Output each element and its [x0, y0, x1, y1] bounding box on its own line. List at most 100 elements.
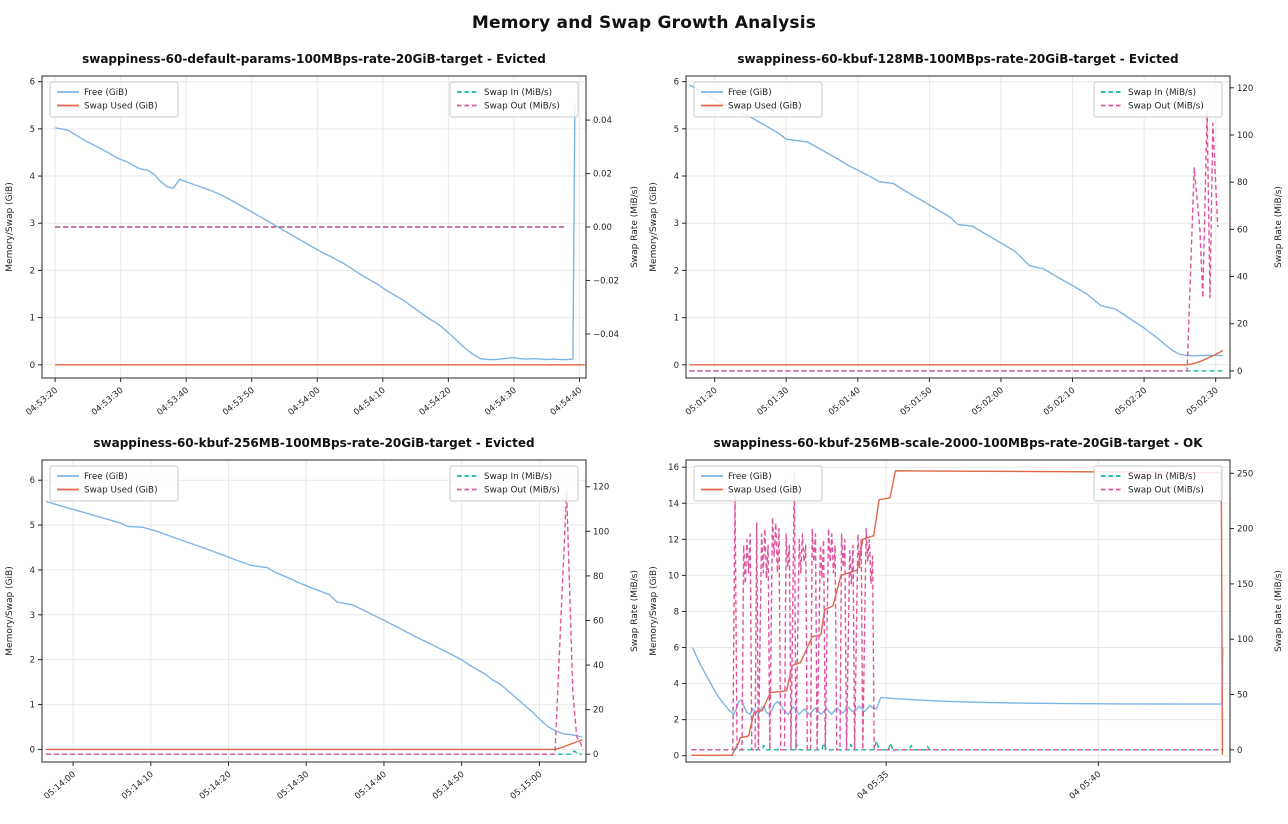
y-tick-label: 1: [674, 314, 679, 324]
x-tick-label: 05:01:30: [755, 386, 791, 418]
y-tick-label: 100: [1237, 131, 1253, 141]
y-tick-label: 120: [593, 483, 609, 493]
subplot-2: 0 1 2 3 4 5 6 0 20 40 60 80 100 120 05:01:20 05:01:30 05…: [644, 46, 1288, 430]
y-tick-label: 60: [1237, 225, 1248, 235]
x-tick-label: 04:53:20: [24, 386, 60, 418]
y-tick-label: 14: [668, 499, 679, 509]
y-tick-label: 10: [668, 571, 679, 581]
y-tick-label: 0: [674, 752, 679, 762]
grid-lines: [686, 76, 1230, 378]
y-tick-label: 16: [668, 463, 679, 473]
y-tick-label: 0: [1237, 367, 1242, 377]
legend-label-free: Free (GiB): [728, 472, 772, 482]
y-tick-label: 150: [1237, 580, 1253, 590]
x-tick-label: 04:54:20: [418, 386, 454, 418]
y-tick-label: 5: [674, 125, 679, 135]
y-tick-label: 250: [1237, 469, 1253, 479]
y-axis-left-ticks: 0 1 2 3 4 5 6: [30, 78, 42, 371]
x-tick-label: 04:53:40: [155, 386, 191, 418]
y-tick-label: 0: [30, 745, 35, 755]
y-tick-label: 40: [1237, 273, 1248, 283]
subplot-4: 0 2 4 6 8 10 12 14 16 0 50 100 150 200 250 04 05:35 04 0…: [644, 430, 1288, 814]
legend-label-swap-in: Swap In (MiB/s): [484, 472, 552, 482]
y-axis-right-label: Swap Rate (MiB/s): [1274, 186, 1284, 268]
legend-memory: Free (GiB) Swap Used (GiB): [693, 81, 823, 118]
y-tick-label: 20: [1237, 320, 1248, 330]
y-tick-label: 1: [30, 701, 35, 711]
grid-lines: [42, 460, 586, 762]
x-tick-label: 04:53:50: [221, 386, 257, 418]
y-axis-left-label: Memory/Swap (GiB): [649, 566, 659, 655]
legend-memory: Free (GiB) Swap Used (GiB): [49, 81, 179, 118]
x-tick-label: 04 05:35: [856, 770, 892, 802]
legend-swap-rate: Swap In (MiB/s) Swap Out (MiB/s): [1093, 81, 1223, 118]
y-tick-label: 60: [593, 616, 604, 626]
legend-label-swap-in: Swap In (MiB/s): [1128, 472, 1196, 482]
y-axis-left-label: Memory/Swap (GiB): [649, 182, 659, 271]
y-tick-label: 0: [30, 361, 35, 371]
x-tick-label: 04:54:00: [287, 386, 323, 418]
legend-swap-rate: Swap In (MiB/s) Swap Out (MiB/s): [1093, 465, 1223, 502]
subplot-title: swappiness-60-default-params-100MBps-rat…: [82, 52, 546, 66]
subplot-title: swappiness-60-kbuf-128MB-100MBps-rate-20…: [737, 52, 1178, 66]
series-swap-used-line: [45, 738, 583, 751]
y-tick-label: 40: [593, 661, 604, 671]
y-tick-label: 100: [593, 527, 609, 537]
subplot-title: swappiness-60-kbuf-256MB-100MBps-rate-20…: [93, 436, 534, 450]
y-tick-label: 0: [1237, 746, 1242, 756]
y-tick-label: 12: [668, 535, 679, 545]
y-axis-right-label: Swap Rate (MiB/s): [1274, 570, 1284, 652]
x-tick-label: 05:14:30: [275, 770, 311, 802]
y-tick-label: 6: [674, 644, 679, 654]
y-tick-label: 0.00: [593, 223, 612, 233]
y-tick-label: 0: [674, 361, 679, 371]
x-tick-label: 05:01:40: [827, 386, 863, 418]
x-tick-label: 05:14:00: [42, 770, 78, 802]
x-axis-ticks: 04:53:20 04:53:30 04:53:40 04:53:50 04:54:00…: [24, 378, 584, 418]
series-swap-used-line: [691, 470, 1224, 756]
main-title: Memory and Swap Growth Analysis: [471, 13, 817, 33]
series-free-line: [691, 647, 1224, 715]
y-tick-label: 50: [1237, 691, 1248, 701]
y-tick-label: 80: [593, 572, 604, 582]
subplot-3: 0 1 2 3 4 5 6 0 20 40 60 80 100 120 05:14:00 05:14:10 05…: [0, 430, 644, 814]
y-tick-label: 3: [30, 611, 35, 621]
legend-label-swap-used: Swap Used (GiB): [84, 486, 158, 496]
subplot-1: 0 1 2 3 4 5 6 −0.04 −0.02 0.00 0.02 0.04 04:53:20 04:…: [0, 46, 644, 430]
series-free-line: [689, 84, 1223, 357]
y-tick-label: 4: [30, 566, 35, 576]
y-tick-label: −0.02: [593, 276, 619, 286]
x-tick-label: 05:02:10: [1042, 386, 1078, 418]
x-tick-label: 05:14:10: [120, 770, 156, 802]
y-tick-label: 8: [674, 607, 679, 617]
y-tick-label: 2: [674, 266, 679, 276]
x-tick-label: 05:14:50: [431, 770, 467, 802]
y-tick-label: 6: [674, 78, 679, 88]
y-axis-right-ticks: 0 50 100 150 200 250: [1230, 469, 1253, 756]
legend-label-free: Free (GiB): [728, 88, 772, 98]
legend-label-swap-in: Swap In (MiB/s): [1128, 88, 1196, 98]
legend-swap-rate: Swap In (MiB/s) Swap Out (MiB/s): [449, 465, 579, 502]
series-swap-out-line: [691, 472, 1222, 751]
x-tick-label: 05:14:20: [198, 770, 234, 802]
x-tick-label: 05:14:40: [353, 770, 389, 802]
y-axis-right-ticks: −0.04 −0.02 0.00 0.02 0.04: [586, 116, 619, 340]
x-axis-ticks: 05:01:20 05:01:30 05:01:40 05:01:50 05:02:00…: [684, 378, 1221, 418]
y-tick-label: 3: [30, 219, 35, 229]
y-tick-label: 2: [30, 656, 35, 666]
x-tick-label: 05:02:30: [1185, 386, 1221, 418]
legend-label-swap-used: Swap Used (GiB): [728, 486, 802, 496]
y-tick-label: 80: [1237, 178, 1248, 188]
plot-spines: [685, 75, 1231, 379]
legend-label-swap-out: Swap Out (MiB/s): [1128, 486, 1204, 496]
x-tick-label: 04:54:10: [352, 386, 388, 418]
y-axis-right-label: Swap Rate (MiB/s): [630, 186, 640, 268]
y-axis-left-ticks: 0 1 2 3 4 5 6: [30, 476, 42, 755]
y-tick-label: 0.04: [593, 116, 612, 126]
y-axis-left-label: Memory/Swap (GiB): [5, 566, 15, 655]
